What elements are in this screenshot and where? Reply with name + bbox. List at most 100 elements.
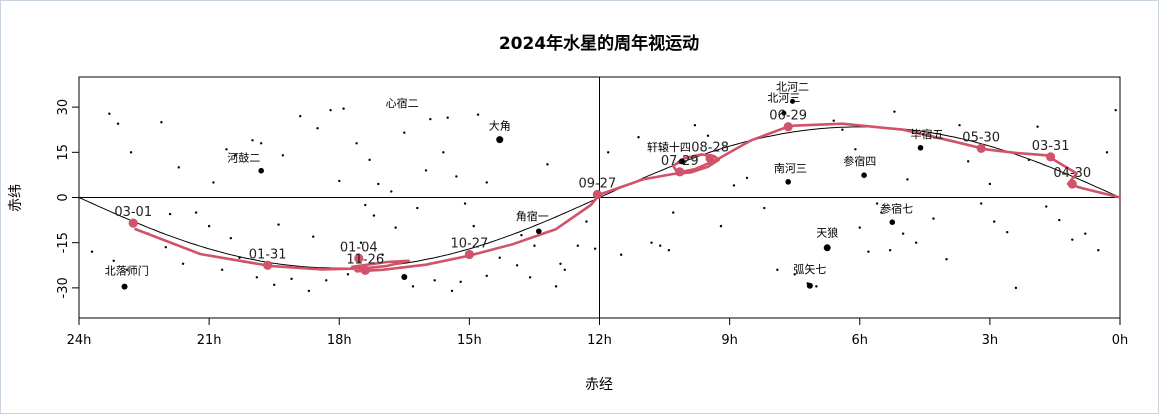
bright-star-point <box>678 158 685 165</box>
star-point <box>377 182 380 186</box>
star-point <box>394 226 397 229</box>
star-name-label: 大角 <box>489 119 511 133</box>
star-point <box>429 117 432 121</box>
y-tick-label: -15 <box>56 232 71 253</box>
date-label: 01-04 <box>340 240 378 255</box>
bright-star-point <box>258 167 264 174</box>
mercury-date-point <box>1067 179 1077 189</box>
star-point <box>411 285 415 288</box>
y-tick-label: 30 <box>56 99 71 116</box>
star-point <box>372 214 376 217</box>
star-point <box>945 258 948 261</box>
star-point <box>316 127 319 130</box>
star-point <box>667 249 671 252</box>
star-point <box>858 226 861 229</box>
star-point <box>442 151 445 154</box>
star-point <box>416 206 419 210</box>
star-name-label: 北落师门 <box>105 263 149 277</box>
mercury-date-point <box>128 218 138 228</box>
star-point <box>672 211 675 214</box>
star-point <box>125 268 128 271</box>
star-point <box>346 273 350 276</box>
star-point <box>329 108 332 112</box>
star-point <box>880 211 883 214</box>
mercury-date-point <box>592 189 602 200</box>
star-point <box>1058 218 1061 222</box>
star-point <box>463 202 467 205</box>
star-point <box>854 148 857 151</box>
star-point <box>650 241 653 244</box>
bright-star-point <box>917 144 924 151</box>
star-point <box>901 232 905 235</box>
bright-star-point <box>861 172 867 179</box>
date-label: 08-28 <box>691 140 729 155</box>
date-label: 11-26 <box>346 252 384 267</box>
star-point <box>546 163 549 166</box>
star-point <box>906 178 909 181</box>
date-label: 05-30 <box>962 130 1000 145</box>
mercury-date-point <box>263 260 273 270</box>
bright-star-point <box>889 219 896 226</box>
chart-title: 2024年水星的周年视运动 <box>499 33 699 54</box>
star-point <box>251 139 254 142</box>
star-point <box>207 224 211 228</box>
star-point <box>168 212 172 216</box>
star-name-label: 参宿七 <box>880 201 913 215</box>
star-point <box>606 151 610 154</box>
mercury-date-point <box>354 253 364 263</box>
star-point <box>659 244 662 247</box>
star-point <box>1084 232 1087 235</box>
star-point <box>359 241 363 244</box>
x-tick-label: 3h <box>982 333 999 348</box>
star-point <box>194 211 198 214</box>
bright-star-point <box>781 110 787 116</box>
star-point <box>966 160 970 163</box>
star-point <box>312 235 315 238</box>
star-point <box>108 112 111 115</box>
star-point <box>498 256 501 259</box>
star-point <box>472 224 475 228</box>
star-point <box>888 249 892 252</box>
star-point <box>307 289 311 293</box>
star-point <box>229 236 233 240</box>
mercury-date-point <box>464 249 474 260</box>
star-name-label: 弧矢七 <box>793 262 826 276</box>
star-point <box>914 241 918 244</box>
star-point <box>793 273 796 276</box>
star-point <box>554 285 558 288</box>
date-label: 04-30 <box>1053 166 1091 181</box>
star-point <box>520 233 523 237</box>
star-point <box>233 154 237 157</box>
star-point <box>112 259 115 262</box>
x-tick-label: 12h <box>587 333 612 348</box>
date-label: 07-29 <box>661 154 699 169</box>
star-point <box>533 244 536 247</box>
star-point <box>220 268 224 271</box>
star-point <box>116 122 120 125</box>
star-point <box>1006 230 1009 234</box>
star-point <box>776 268 779 271</box>
bright-star-point <box>121 283 128 290</box>
star-name-label: 天狼 <box>816 226 838 240</box>
x-tick-label: 15h <box>457 333 482 348</box>
date-label: 03-31 <box>1032 139 1070 154</box>
star-point <box>90 250 94 253</box>
date-label: 01-31 <box>249 247 287 262</box>
mercury-date-point <box>360 265 370 276</box>
star-point <box>585 220 588 223</box>
star-point <box>355 142 358 145</box>
star-point <box>129 151 133 154</box>
date-label: 03-01 <box>114 205 152 220</box>
star-point <box>528 276 532 279</box>
star-point <box>299 114 302 118</box>
star-name-label: 轩辕十四 <box>647 140 691 154</box>
mercury-date-point <box>783 122 793 132</box>
star-point <box>867 250 870 253</box>
mercury-path-line <box>134 122 1122 273</box>
star-name-label: 参宿四 <box>843 154 876 168</box>
star-point <box>993 220 996 223</box>
star-point <box>390 190 393 193</box>
star-point <box>225 148 228 151</box>
